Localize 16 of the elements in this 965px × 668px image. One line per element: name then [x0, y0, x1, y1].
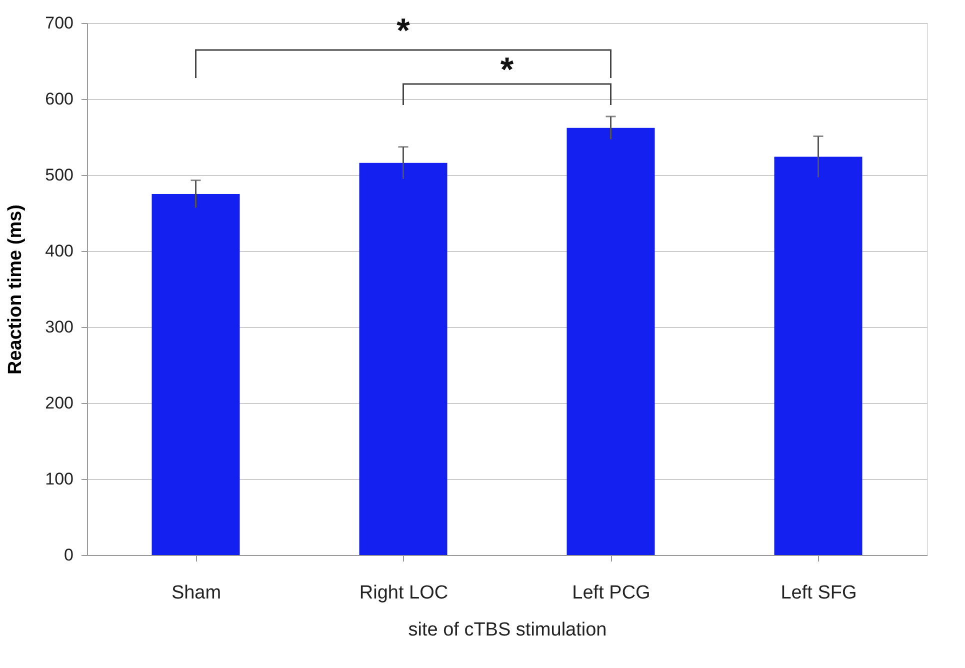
- y-tick-label: 500: [45, 166, 74, 184]
- y-tick-label: 200: [45, 394, 74, 412]
- y-tick-label: 600: [45, 90, 74, 108]
- x-axis-title: site of cTBS stimulation: [408, 620, 607, 640]
- annotation: *: [396, 12, 411, 50]
- y-tick-label: 300: [45, 318, 74, 336]
- y-tick-label: 700: [45, 14, 74, 32]
- y-tick-label: 0: [64, 546, 74, 564]
- x-tick-label: Left PCG: [572, 582, 650, 604]
- annotation: *: [500, 51, 514, 89]
- x-tick-label: Left SFG: [780, 582, 857, 604]
- y-tick-label: 100: [45, 470, 74, 488]
- y-tick-label: 400: [45, 242, 74, 260]
- x-tick-label: Sham: [171, 582, 222, 604]
- y-axis-title: Reaction time (ms): [5, 204, 26, 374]
- x-tick-label: Right LOC: [359, 582, 448, 604]
